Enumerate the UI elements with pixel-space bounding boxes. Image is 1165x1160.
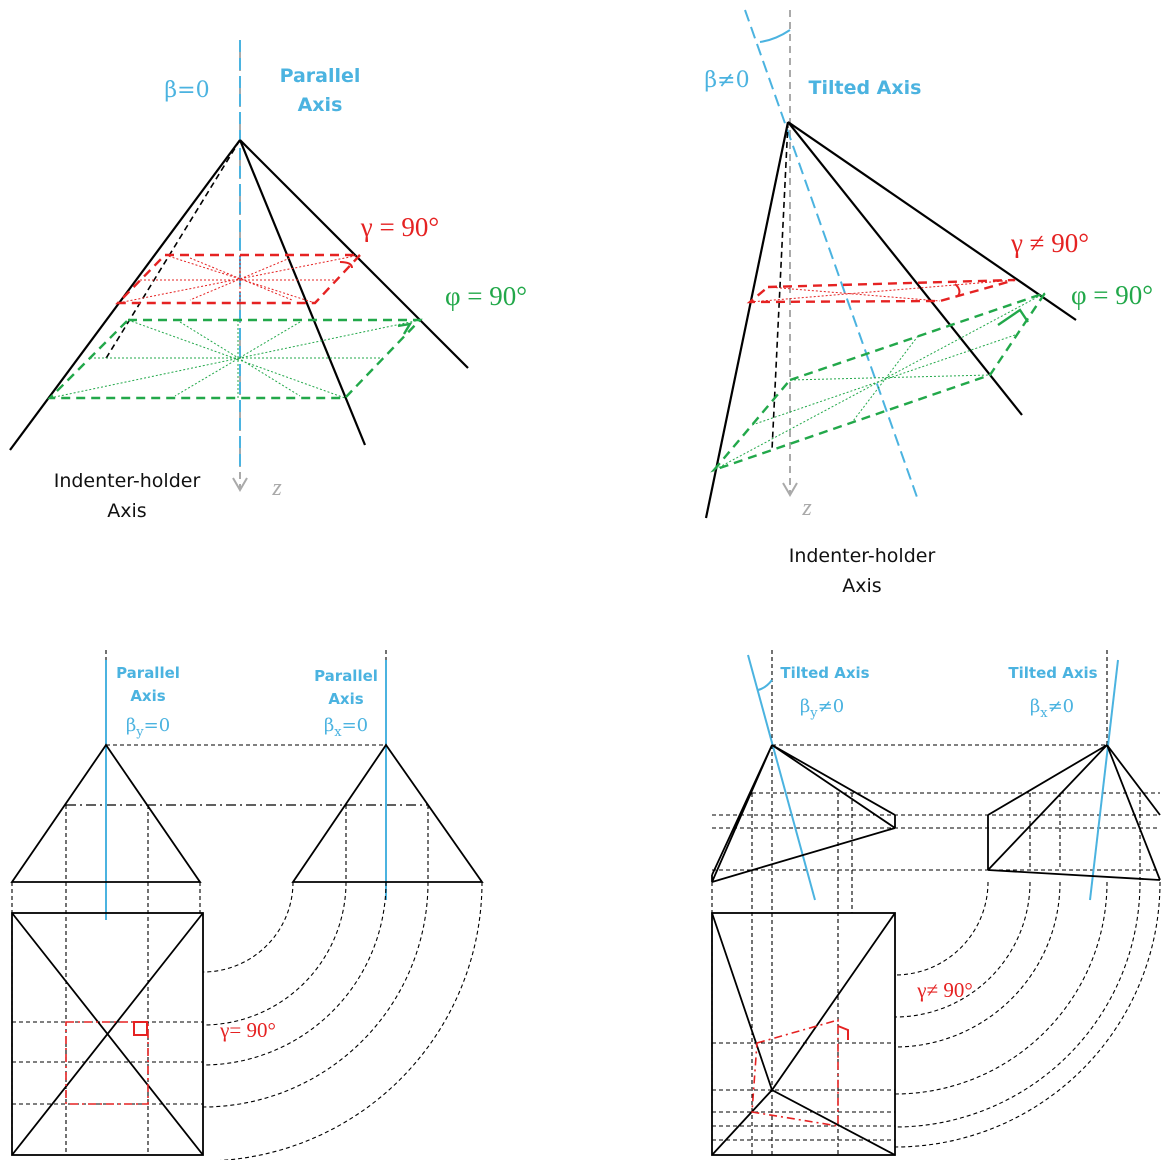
axis-label: Parallel <box>116 664 180 682</box>
beta-symbol: β <box>800 696 810 717</box>
holder-label: Axis <box>107 500 146 522</box>
beta-label: β=0 <box>164 78 209 103</box>
beta-label: βx≠0 <box>1030 696 1074 721</box>
axis-label: Tilted Axis <box>1008 664 1097 682</box>
z-label: z <box>271 475 282 501</box>
beta-sub: x <box>1040 706 1048 721</box>
beta-label: βx=0 <box>324 715 368 740</box>
beta-rest: ≠0 <box>1048 696 1075 717</box>
z-label: z <box>801 495 812 521</box>
axis-label: Parallel <box>280 65 361 87</box>
gamma-label: γ≠ 90° <box>916 978 972 1002</box>
axis-label: Parallel <box>314 667 378 685</box>
beta-symbol: β <box>126 715 136 736</box>
axis-label: Tilted Axis <box>780 664 869 682</box>
beta-rest: =0 <box>144 715 171 736</box>
axis-label: Axis <box>130 687 165 705</box>
beta-sub: y <box>809 706 818 721</box>
holder-label: Axis <box>842 575 881 597</box>
parallel-projection: Parallel Axis βy=0 Parallel Axis βx=0 γ=… <box>10 650 484 1160</box>
axis-label: Axis <box>328 690 363 708</box>
gamma-label: γ = 90° <box>360 212 439 242</box>
beta-label: β≠0 <box>704 68 749 93</box>
phi-label: φ = 90° <box>1071 280 1153 310</box>
beta-symbol: β <box>324 715 334 736</box>
beta-rest: =0 <box>342 715 369 736</box>
phi-label: φ = 90° <box>445 281 527 311</box>
beta-label: βy=0 <box>126 715 170 740</box>
parallel-axis-pyramid: β=0 Parallel Axis γ = 90° φ = 90° Indent… <box>9 40 527 522</box>
axis-label: Axis <box>298 94 343 116</box>
holder-label: Indenter-holder <box>54 470 201 492</box>
tilted-projection: Tilted Axis βy≠0 Tilted Axis βx≠0 γ≠ 90° <box>711 650 1161 1156</box>
beta-sub: y <box>135 725 144 740</box>
beta-rest: ≠0 <box>818 696 845 717</box>
beta-label: βy≠0 <box>800 696 844 721</box>
tilted-axis-pyramid: β≠0 Tilted Axis γ ≠ 90° φ = 90° z Indent… <box>704 9 1153 597</box>
beta-symbol: β <box>1030 696 1040 717</box>
gamma-label: γ ≠ 90° <box>1010 228 1089 258</box>
beta-sub: x <box>334 725 342 740</box>
gamma-label: γ= 90° <box>219 1018 276 1042</box>
axis-label: Tilted Axis <box>809 77 922 99</box>
holder-label: Indenter-holder <box>789 545 936 567</box>
